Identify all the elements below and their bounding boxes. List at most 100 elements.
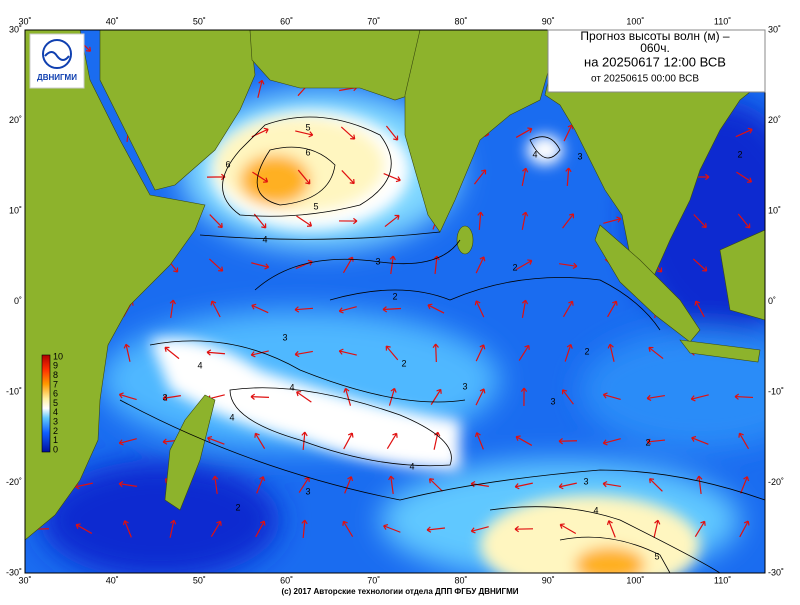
wave-arrow: [209, 214, 223, 229]
wave-arrow: [169, 299, 176, 318]
lead-time: 060ч.: [640, 41, 670, 55]
lon-label: 80˚: [454, 16, 467, 26]
wave-arrow: [475, 256, 486, 274]
contour-label: 2: [645, 437, 650, 447]
wave-arrow: [648, 478, 663, 492]
wave-arrow: [736, 171, 753, 183]
wave-arrow: [385, 345, 399, 361]
colorbar-label: 6: [53, 389, 58, 399]
colorbar-label: 2: [53, 426, 58, 436]
wave-arrow: [255, 520, 266, 538]
wave-arrow: [384, 214, 400, 228]
lon-label: 50˚: [193, 575, 206, 585]
lat-label: 0˚: [768, 296, 776, 306]
wave-arrow: [602, 438, 621, 446]
lon-label: 70˚: [367, 16, 380, 26]
wave-arrow: [521, 299, 529, 318]
contour-label: 3: [282, 332, 287, 342]
wave-arrow: [514, 525, 534, 533]
wave-arrow: [256, 476, 266, 494]
wave-arrow: [426, 526, 446, 533]
wave-arrow: [301, 431, 308, 451]
contour-label: 3: [577, 151, 582, 161]
wave-arrow: [565, 167, 572, 187]
wave-arrow: [251, 262, 270, 270]
wave-arrow: [340, 126, 356, 140]
colorbar-label: 1: [53, 435, 58, 445]
wave-arrow: [606, 520, 616, 538]
wave-arrow: [561, 389, 574, 405]
wave-arrow: [559, 262, 578, 269]
lat-label: 10˚: [9, 205, 22, 215]
wave-arrow: [691, 435, 709, 445]
contour-label: 3: [305, 486, 310, 496]
wave-arrow: [295, 130, 314, 138]
colorbar-label: 4: [53, 407, 58, 417]
wave-arrow: [257, 79, 265, 98]
wave-arrow: [520, 387, 528, 407]
logo: ДВНИГМИ: [29, 33, 85, 89]
lon-label: 60˚: [280, 575, 293, 585]
wave-arrow: [737, 213, 751, 229]
wave-arrow: [646, 394, 665, 402]
contour-label: 4: [532, 149, 537, 159]
lon-label: 100˚: [626, 16, 644, 26]
wave-arrow: [343, 432, 354, 450]
wave-arrow: [740, 476, 750, 494]
lat-label: -10˚: [768, 386, 784, 396]
wave-arrow: [558, 482, 577, 490]
colorbar-label: 7: [53, 379, 58, 389]
lat-label: -10˚: [6, 386, 22, 396]
contour-label: 3: [583, 476, 588, 486]
wave-arrow: [470, 526, 489, 534]
contour-label: 3: [162, 392, 167, 402]
wave-arrow: [118, 480, 137, 488]
colorbar: [41, 354, 51, 453]
contour-label: 2: [401, 358, 406, 368]
wave-arrow: [693, 214, 707, 229]
wave-arrow: [206, 349, 226, 356]
wave-arrow: [252, 171, 269, 183]
wave-arrow: [210, 300, 221, 318]
title: Прогноз высоты волн (м) –: [580, 29, 730, 43]
wave-arrow: [607, 300, 618, 318]
wave-arrow: [250, 350, 269, 358]
wave-arrow: [427, 303, 445, 314]
wave-arrow: [383, 523, 401, 533]
contours: [119, 116, 765, 573]
wave-arrow: [432, 343, 439, 363]
lon-label: 110˚: [714, 16, 731, 26]
land: [25, 30, 765, 541]
wave-arrow: [388, 475, 395, 495]
wave-arrow: [514, 482, 533, 490]
contour-label: 4: [229, 412, 234, 422]
wave-arrow: [164, 346, 180, 360]
wave-arrow: [254, 432, 266, 450]
wave-arrow: [475, 388, 486, 406]
lat-label: -20˚: [768, 477, 784, 487]
wave-arrow: [123, 343, 131, 362]
wave-arrow: [646, 438, 666, 445]
contour-label: 5: [313, 201, 318, 211]
contour-label: 2: [235, 502, 240, 512]
lon-label: 110˚: [714, 575, 731, 585]
contour-label: 2: [512, 262, 517, 272]
contour-label: 4: [197, 360, 202, 370]
wave-arrow: [210, 520, 222, 538]
lat-label: -30˚: [6, 567, 22, 577]
wave-arrow: [344, 476, 354, 494]
wave-arrow: [562, 300, 574, 318]
title-box: Прогноз высоты волн (м) – 060ч. на 20250…: [547, 29, 766, 93]
contour-label: 4: [409, 461, 414, 471]
lon-label: 30˚: [18, 575, 31, 585]
lat-label: 0˚: [14, 296, 22, 306]
high-waves: [150, 110, 700, 573]
wave-arrow: [389, 255, 396, 274]
contour-label: 6: [305, 147, 310, 157]
base-time: от 20250615 00:00 ВСВ: [591, 74, 699, 85]
wave-arrow: [474, 432, 484, 450]
contour-label: 4: [262, 234, 267, 244]
wave-arrow: [297, 169, 311, 185]
